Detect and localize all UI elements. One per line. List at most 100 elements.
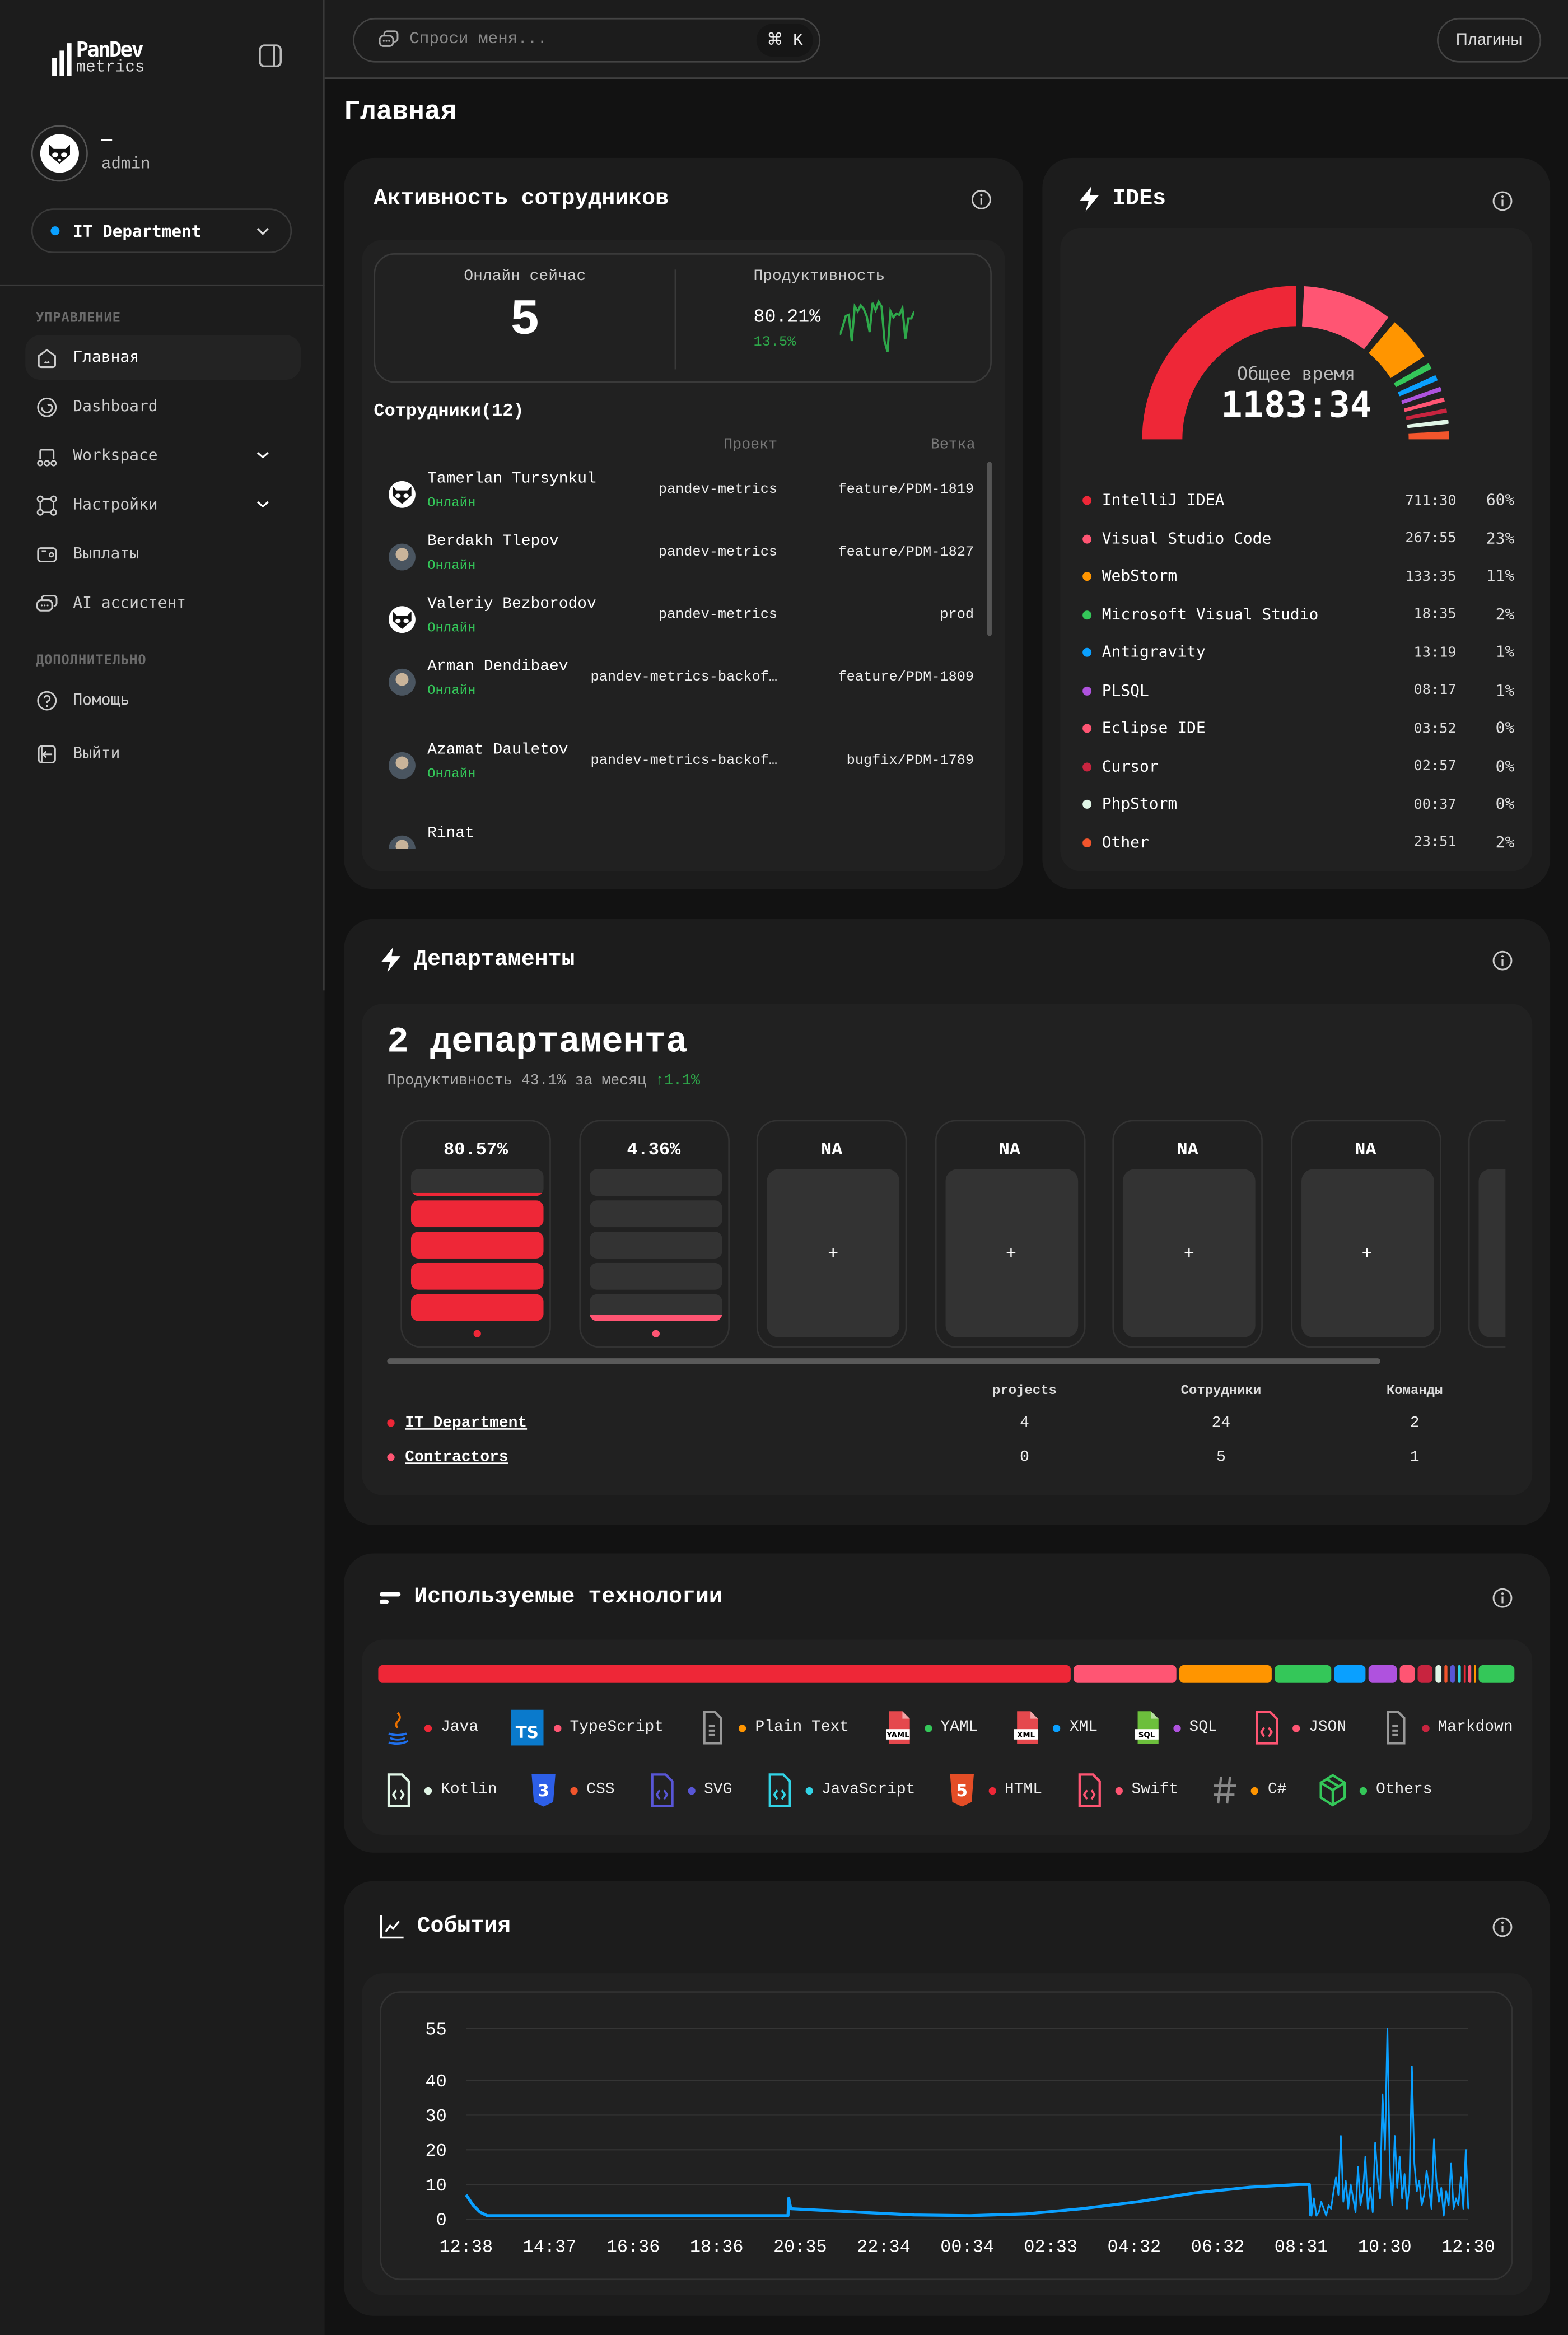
employees-scrollbar[interactable] (987, 462, 992, 636)
gauge-segment[interactable] (1406, 408, 1448, 420)
technology-share-segment[interactable] (378, 1665, 1071, 1683)
department-card[interactable] (1468, 1120, 1506, 1348)
ide-list-item[interactable]: PLSQL 08:17 1% (1082, 678, 1532, 702)
technology-share-segment[interactable] (1417, 1665, 1433, 1683)
info-icon[interactable] (1492, 1588, 1513, 1609)
department-link[interactable]: Contractors (405, 1449, 508, 1467)
technology-share-segment[interactable] (1274, 1665, 1331, 1683)
technology-legend-item[interactable]: Kotlin (381, 1772, 497, 1808)
info-icon[interactable] (1492, 190, 1513, 211)
technology-share-segment[interactable] (1474, 1665, 1476, 1683)
gauge-segment[interactable] (1393, 363, 1432, 388)
department-cards-scroller[interactable]: 80.57% 4.36% NA + NA + NA + NA + (362, 1102, 1506, 1355)
sidebar-item-dashboard[interactable]: Dashboard (25, 384, 301, 429)
technology-share-segment[interactable] (1369, 1665, 1397, 1683)
ide-list-item[interactable]: Microsoft Visual Studio 18:35 2% (1082, 603, 1532, 627)
department-selector[interactable]: IT Department (31, 208, 292, 254)
department-card[interactable]: NA + (1290, 1120, 1441, 1348)
technology-share-segment[interactable] (1399, 1665, 1415, 1683)
technology-legend-item[interactable]: XML XML (1010, 1710, 1098, 1746)
technology-share-segment[interactable] (1444, 1665, 1448, 1683)
department-cards-scrollbar[interactable] (387, 1358, 1380, 1364)
technology-legend-item[interactable]: Swift (1072, 1772, 1178, 1808)
ide-list-item[interactable]: Cursor 02:57 0% (1082, 754, 1532, 779)
gauge-segment[interactable] (1369, 322, 1425, 378)
ai-search-input[interactable]: Спроси меня... ⌘ K (353, 17, 821, 63)
sidebar-item-chat[interactable]: AI ассистент (25, 581, 301, 626)
technology-share-segment[interactable] (1073, 1665, 1176, 1683)
technology-legend-item[interactable]: C# (1208, 1772, 1286, 1808)
technology-legend-item[interactable]: Plain Text (696, 1710, 849, 1746)
employee-row[interactable]: Berdakh Tlepov Онлайн pandev-metrics featur… (374, 532, 992, 612)
employee-row[interactable]: Azamat Dauletov Онлайн pandev-metrics-back… (374, 740, 992, 821)
info-icon[interactable] (1492, 950, 1513, 971)
technology-legend-item[interactable]: SQL SQL (1130, 1710, 1217, 1746)
sidebar-item-help[interactable]: Помощь (25, 678, 301, 723)
ide-time: 267:55 (1405, 530, 1457, 547)
department-link[interactable]: IT Department (405, 1415, 528, 1433)
ide-list-item[interactable]: PhpStorm 00:37 0% (1082, 793, 1532, 817)
ide-list-item[interactable]: IntelliJ IDEA 711:30 60% (1082, 488, 1532, 512)
add-department-button[interactable]: + (945, 1169, 1077, 1337)
info-icon[interactable] (1492, 1917, 1513, 1937)
technology-share-segment[interactable] (1333, 1665, 1366, 1683)
gauge-segment[interactable] (1401, 386, 1442, 404)
technology-legend-item[interactable]: 5 HTML (945, 1772, 1042, 1808)
ide-list-item[interactable]: Visual Studio Code 267:55 23% (1082, 526, 1532, 551)
employee-row[interactable]: Valeriy Bezborodov Онлайн pandev-metrics pr… (374, 594, 992, 675)
department-card[interactable]: NA + (756, 1120, 907, 1348)
sidebar-item-settings[interactable]: Настройки (25, 483, 301, 528)
gauge-segment[interactable] (1407, 420, 1449, 428)
technology-legend-item[interactable]: 3 CSS (527, 1772, 614, 1808)
add-department-button[interactable]: + (1300, 1169, 1434, 1337)
technology-share-segment[interactable] (1179, 1665, 1271, 1683)
plugins-button[interactable]: Плагины (1437, 17, 1542, 63)
department-card[interactable]: NA + (934, 1120, 1085, 1348)
technology-name: Markdown (1438, 1718, 1513, 1737)
sidebar-item-workspace[interactable]: Workspace (25, 434, 301, 478)
technology-legend-item[interactable]: JavaScript (762, 1772, 915, 1808)
technology-share-segment[interactable] (1469, 1665, 1472, 1683)
sidebar-item-logout[interactable]: Выйти (25, 731, 301, 776)
technology-share-segment[interactable] (1463, 1665, 1466, 1683)
employee-branch: bugfix/PDM-1789 (846, 752, 974, 769)
ide-list-item[interactable]: Other 23:51 2% (1082, 830, 1532, 854)
add-department-button[interactable]: + (1122, 1169, 1256, 1337)
technology-legend-item[interactable]: SVG (645, 1772, 732, 1808)
technology-legend-item[interactable]: YAML YAML (881, 1710, 978, 1746)
technologies-legend-row: Kotlin 3 CSS SVG JavaScript 5 HTML Swift C# Other… (381, 1772, 1432, 1808)
gauge-segment[interactable] (1142, 286, 1296, 440)
gauge-segment[interactable] (1398, 375, 1438, 397)
employee-row[interactable]: Arman Dendibaev Онлайн pandev-metrics-back… (374, 657, 992, 738)
ide-list-item[interactable]: WebStorm 133:35 11% (1082, 565, 1532, 589)
technology-legend-item[interactable]: Java (381, 1710, 478, 1746)
sidebar-toggle-icon[interactable] (258, 43, 283, 68)
user-avatar[interactable] (31, 125, 88, 182)
gauge-segment[interactable] (1301, 286, 1389, 349)
technology-share-segment[interactable] (1450, 1665, 1454, 1683)
employee-row[interactable]: Rinat (374, 823, 992, 849)
gauge-segment[interactable] (1404, 397, 1445, 412)
technology-share-segment[interactable] (1435, 1665, 1441, 1683)
ides-panel (1060, 227, 1533, 871)
ide-list-item[interactable]: Antigravity 13:19 1% (1082, 640, 1532, 664)
technology-share-segment[interactable] (1457, 1665, 1461, 1683)
technology-legend-item[interactable]: Markdown (1378, 1710, 1513, 1746)
add-department-button[interactable]: + (767, 1169, 900, 1337)
technology-share-segment[interactable] (1478, 1665, 1515, 1683)
info-icon[interactable] (971, 189, 992, 210)
technology-legend-item[interactable]: TS TypeScript (510, 1709, 664, 1746)
technology-legend-item[interactable]: JSON (1249, 1710, 1346, 1746)
sidebar-item-home[interactable]: Главная (25, 335, 301, 380)
department-card[interactable]: 4.36% (578, 1120, 729, 1348)
sidebar-item-wallet[interactable]: Выплаты (25, 532, 301, 576)
department-card[interactable]: 80.57% (400, 1120, 551, 1348)
employee-row[interactable]: Tamerlan Tursynkul Онлайн pandev-metrics fe… (374, 469, 992, 550)
gauge-segment[interactable] (1408, 431, 1449, 440)
ide-time: 711:30 (1405, 492, 1457, 509)
pandev-logo[interactable]: PanDev metrics (52, 40, 145, 77)
ide-list-item[interactable]: Eclipse IDE 03:52 0% (1082, 716, 1532, 740)
department-card[interactable]: NA + (1112, 1120, 1263, 1348)
technology-legend-item[interactable]: Others (1317, 1772, 1432, 1808)
add-department-button[interactable] (1478, 1169, 1506, 1337)
